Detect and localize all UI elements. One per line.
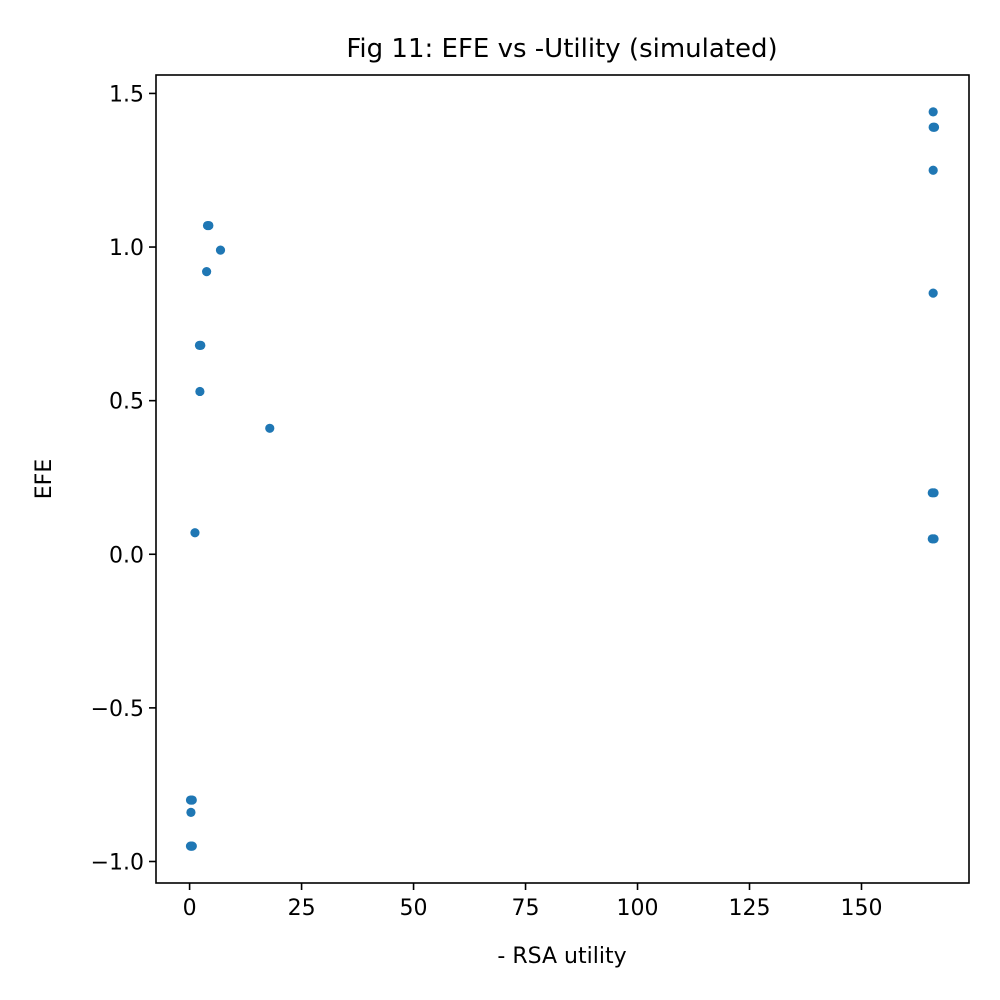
data-point bbox=[195, 386, 205, 397]
axes-frame bbox=[155, 74, 970, 884]
data-point bbox=[929, 488, 939, 498]
data-points bbox=[185, 107, 940, 851]
x-tick-label: 50 bbox=[400, 896, 428, 921]
data-point bbox=[196, 340, 206, 350]
data-point bbox=[187, 841, 197, 851]
data-point bbox=[190, 528, 200, 538]
y-tick-label: 1.5 bbox=[109, 82, 144, 107]
x-tick-label: 150 bbox=[840, 896, 882, 921]
data-point bbox=[265, 423, 275, 433]
x-axis-label: - RSA utility bbox=[497, 944, 626, 969]
data-point bbox=[928, 165, 938, 175]
data-point bbox=[204, 220, 214, 231]
chart-title: Fig 11: EFE vs -Utility (simulated) bbox=[346, 34, 777, 64]
data-point bbox=[928, 288, 938, 298]
data-point bbox=[928, 107, 938, 117]
x-axis-ticks: 0 25 50 75 100 125 150 bbox=[183, 883, 882, 921]
x-tick-label: 125 bbox=[729, 896, 771, 921]
x-tick-label: 75 bbox=[512, 896, 540, 921]
y-tick-label: 1.0 bbox=[109, 236, 144, 261]
data-point bbox=[186, 807, 196, 817]
data-point bbox=[929, 122, 940, 132]
x-tick-label: 0 bbox=[183, 896, 197, 921]
data-point bbox=[215, 245, 226, 255]
y-axis-ticks: −1.0 −0.5 0.0 0.5 1.0 1.5 bbox=[91, 82, 156, 875]
x-tick-label: 100 bbox=[617, 896, 659, 921]
y-tick-label: 0.5 bbox=[109, 390, 144, 415]
y-tick-label: 0.0 bbox=[109, 543, 144, 568]
data-point bbox=[187, 795, 197, 805]
y-tick-label: −1.0 bbox=[91, 850, 144, 875]
data-point bbox=[202, 267, 212, 277]
data-point bbox=[929, 534, 939, 544]
x-tick-label: 25 bbox=[288, 896, 316, 921]
y-tick-label: −0.5 bbox=[91, 697, 144, 722]
y-axis-label: EFE bbox=[32, 459, 57, 499]
